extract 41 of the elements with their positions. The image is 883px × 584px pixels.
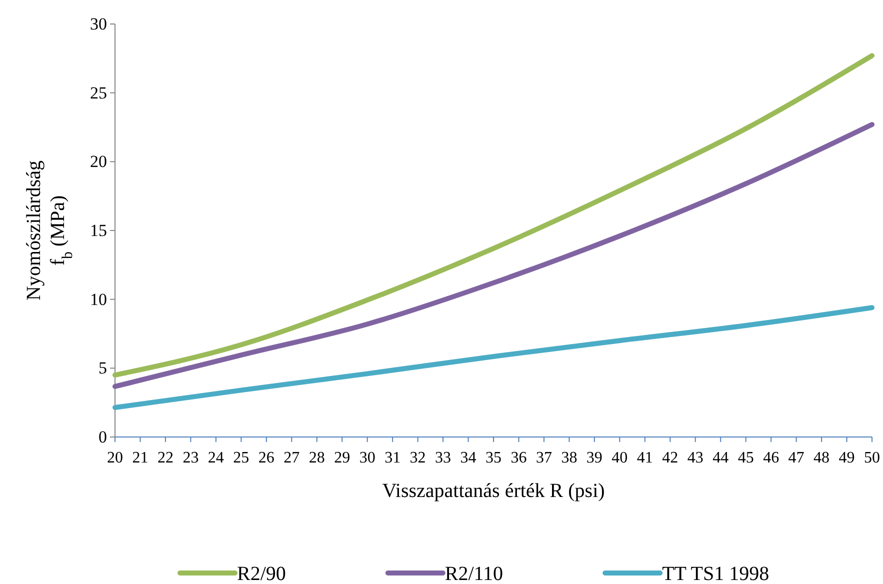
y-tick-label: 0: [98, 427, 107, 446]
y-tick-label: 10: [90, 290, 107, 309]
x-tick-label: 46: [763, 450, 780, 467]
legend-label: TT TS1 1998: [662, 563, 770, 584]
x-tick-label: 27: [284, 450, 300, 467]
x-tick-label: 50: [864, 450, 880, 467]
x-axis-title: Visszapattanás érték R (psi): [382, 480, 605, 502]
x-tick-label: 21: [132, 450, 148, 467]
x-tick-label: 40: [612, 450, 628, 467]
x-tick-label: 26: [258, 450, 274, 467]
y-tick-label: 5: [98, 358, 107, 378]
x-tick-label: 42: [662, 450, 678, 467]
x-tick-label: 28: [308, 450, 325, 467]
x-tick-label: 25: [233, 450, 250, 467]
x-tick-label: 23: [182, 450, 199, 467]
x-tick-label: 22: [157, 450, 174, 467]
x-tick-label: 41: [636, 450, 653, 467]
y-tick-label: 15: [90, 220, 107, 240]
x-tick-label: 36: [510, 450, 527, 467]
x-tick-label: 33: [435, 450, 452, 467]
legend-label: R2/110: [444, 563, 504, 584]
x-tick-label: 32: [410, 450, 426, 467]
x-tick-label: 47: [788, 450, 804, 467]
x-tick-label: 34: [460, 450, 476, 467]
legend-label: R2/90: [237, 563, 286, 584]
x-tick-label: 30: [359, 450, 376, 467]
x-tick-label: 45: [738, 450, 754, 467]
x-tick-label: 37: [536, 450, 552, 467]
x-tick-label: 43: [687, 450, 704, 467]
x-tick-label: 49: [838, 450, 855, 467]
x-tick-label: 29: [334, 450, 350, 467]
x-tick-label: 35: [486, 450, 502, 467]
x-tick-label: 24: [208, 450, 224, 467]
y-tick-label: 30: [90, 14, 107, 34]
x-tick-label: 31: [384, 450, 401, 467]
x-tick-label: 38: [561, 450, 578, 467]
y-tick-label: 25: [90, 83, 107, 102]
x-tick-label: 44: [712, 450, 729, 467]
y-tick-label: 20: [90, 152, 107, 172]
x-tick-label: 39: [586, 450, 602, 467]
x-tick-label: 48: [814, 450, 830, 467]
